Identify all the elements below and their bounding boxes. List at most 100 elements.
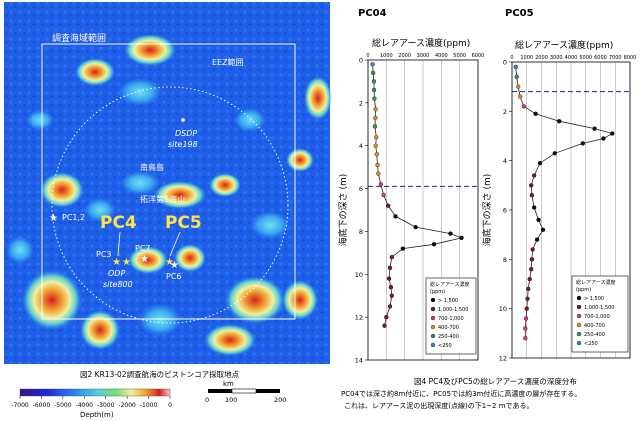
legend-item-label: 400-700 [438, 325, 459, 331]
data-point [387, 304, 393, 309]
depth-label: Depth(m) [80, 411, 114, 419]
y-tick-label: 4 [359, 142, 363, 150]
data-point [536, 217, 541, 223]
data-point [525, 296, 530, 301]
legend-swatch [576, 313, 582, 319]
legend-swatch [430, 324, 436, 330]
data-point [372, 96, 377, 101]
legend-box [571, 275, 629, 353]
legend-item-label: 400-700 [584, 323, 605, 329]
y-tick-label: 4 [503, 157, 507, 165]
depth-tick-label: -7000 [11, 402, 29, 409]
data-point [373, 107, 378, 112]
data-point [513, 64, 518, 70]
pc5-pointer [169, 231, 181, 257]
data-point [531, 205, 537, 210]
data-point [371, 87, 377, 93]
x-tick-label: 1000 [520, 55, 533, 61]
data-point [534, 237, 540, 242]
depth-tick-label: -3000 [97, 402, 115, 409]
data-point [516, 84, 521, 89]
pc7-star-icon: ★ [140, 254, 149, 265]
data-point [393, 214, 398, 219]
y-tick-label: 10 [355, 271, 363, 279]
x-tick-label: 5000 [453, 53, 466, 59]
legend-item-label: 250-400 [438, 334, 459, 340]
legend-item-label: > 1,500 [438, 298, 458, 304]
pc4-star-icon: ★ [122, 257, 131, 268]
survey-area-label: 調査海域範囲 [52, 32, 106, 44]
x-tick-label: 4000 [565, 55, 578, 61]
x-tick-label: 0 [366, 53, 369, 59]
depth-tick-label: -1000 [140, 402, 158, 409]
dsdp-label-1: DSDP [175, 129, 197, 138]
scale-seg-1 [208, 389, 232, 393]
data-point [373, 115, 378, 121]
data-point [592, 126, 597, 131]
x-tick-label: 2000 [535, 55, 548, 61]
data-point [373, 143, 378, 148]
data-point [552, 151, 557, 156]
legend-swatch [576, 340, 582, 346]
y-tick-label: 2 [503, 108, 507, 116]
chart-panel-label: PC04 [358, 8, 387, 19]
pc7-label: PC7 [135, 244, 151, 253]
pc6-star-icon: ★ [170, 260, 179, 271]
data-point [388, 284, 394, 290]
eez-label: EEZ範囲 [212, 57, 244, 67]
data-point [529, 183, 534, 188]
data-point [370, 62, 375, 67]
legend-swatch [430, 297, 436, 303]
data-point [381, 192, 386, 198]
x-tick-label: 1000 [380, 53, 393, 59]
y-axis-label: 海底下の深さ (m) [481, 174, 493, 247]
odp-label-2: site800 [103, 280, 133, 289]
depth-tick-label: -2000 [118, 402, 136, 409]
y-tick-label: 12 [499, 355, 507, 363]
data-point [523, 316, 529, 321]
depth-tick-label: -6000 [33, 402, 51, 409]
fig4-title: 図4 PC4及びPC5の総レアアース濃度の深度分布 [414, 376, 577, 386]
data-point [514, 74, 519, 79]
minamitorishima-label: 南鳥島 [140, 162, 164, 172]
scale-seg-2 [231, 388, 257, 394]
chart-title: 総レアアース濃度(ppm) [515, 39, 613, 51]
fig4-line1: PC04では深さ約8m付近に、PC05では約3m付近に高濃度の層が存在する。 [341, 389, 581, 398]
data-point [521, 104, 526, 109]
legend-swatch [430, 342, 436, 348]
data-point [389, 293, 394, 298]
data-point [431, 242, 437, 247]
data-point [531, 173, 537, 178]
data-point [400, 246, 405, 251]
data-point [374, 152, 379, 157]
odp-label-1: ODP [108, 269, 125, 278]
legend-item-label: <250 [438, 343, 452, 349]
legend-swatch [430, 333, 436, 339]
y-tick-label: 12 [355, 314, 363, 322]
y-tick-label: 8 [503, 256, 507, 264]
legend-item-label: 1,000-1,500 [438, 307, 468, 313]
plot-frame [367, 59, 479, 361]
chart-title: 総レアアース濃度(ppm) [372, 37, 470, 49]
data-point [517, 94, 523, 99]
legend-swatch [576, 331, 582, 337]
legend-title-1: 総レアアース濃度 [430, 281, 469, 288]
dsdp-site-marker [181, 118, 185, 122]
y-axis-label: 海底下の深さ (m) [337, 174, 349, 247]
pc6-label: PC6 [166, 272, 182, 281]
scale-tick-200: 200 [274, 396, 286, 404]
depth-colorbar-rect [19, 388, 171, 397]
data-point [386, 203, 391, 208]
legend-item-label: 250-400 [584, 332, 605, 338]
data-point [413, 224, 418, 230]
legend-swatch [576, 304, 582, 310]
data-point [527, 276, 532, 282]
data-point [523, 326, 528, 331]
data-point [376, 171, 381, 176]
bathymetry-map: 調査海域範囲 EEZ範囲 DSDP site198 南鳥島 拓洋第5海山 ★ P… [4, 2, 332, 364]
pc3-star-icon: ★ [112, 257, 121, 268]
y-tick-label: 10 [499, 305, 507, 313]
y-tick-label: 6 [359, 185, 363, 193]
data-point [580, 141, 585, 146]
